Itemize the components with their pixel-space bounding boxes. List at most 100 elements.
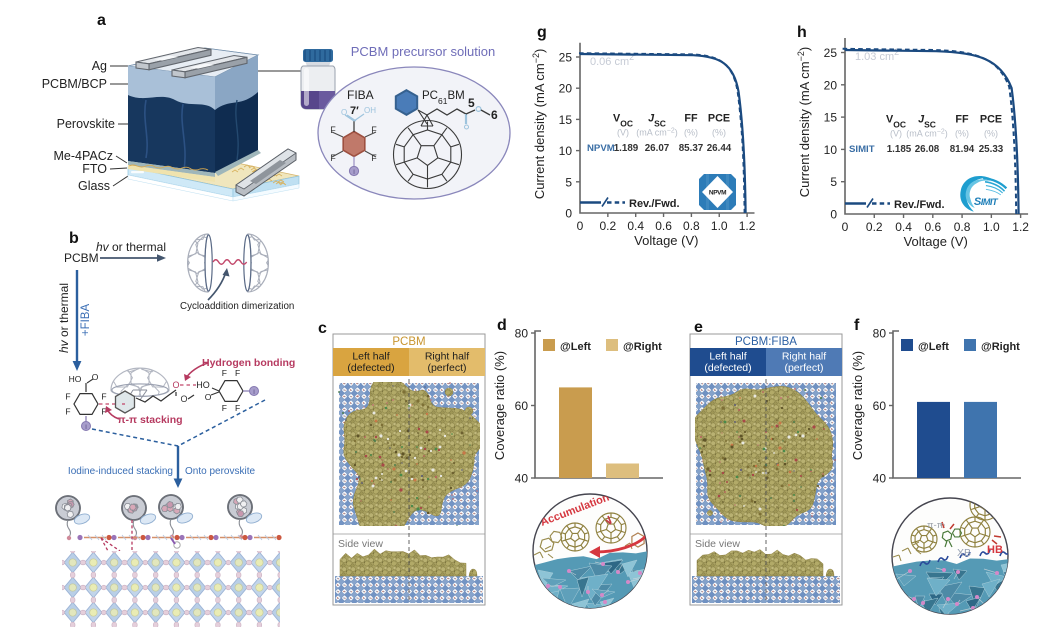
svg-text:0.6: 0.6 bbox=[655, 219, 672, 233]
svg-text:Cycloaddition dimerization: Cycloaddition dimerization bbox=[180, 301, 294, 312]
svg-text:25: 25 bbox=[559, 51, 573, 65]
svg-text:60: 60 bbox=[873, 399, 887, 413]
svg-text:0: 0 bbox=[842, 220, 849, 234]
svg-text:F: F bbox=[235, 368, 240, 378]
svg-text:Side view: Side view bbox=[338, 538, 383, 550]
svg-text:hv or thermal: hv or thermal bbox=[57, 283, 71, 353]
svg-text:26.07: 26.07 bbox=[645, 143, 670, 154]
svg-text:Me-4PACz: Me-4PACz bbox=[53, 149, 113, 163]
svg-text:O: O bbox=[180, 394, 187, 404]
svg-text:(V): (V) bbox=[890, 129, 902, 139]
svg-text:HO: HO bbox=[196, 380, 210, 390]
svg-text:F: F bbox=[371, 125, 377, 135]
svg-text:20: 20 bbox=[824, 78, 838, 92]
svg-text:5: 5 bbox=[565, 175, 572, 189]
svg-text:0.4: 0.4 bbox=[627, 219, 644, 233]
svg-text:XB: XB bbox=[957, 547, 971, 559]
svg-text:Voltage (V): Voltage (V) bbox=[634, 233, 698, 248]
svg-text:Side view: Side view bbox=[695, 538, 740, 550]
svg-text:PCBM: PCBM bbox=[392, 336, 425, 348]
svg-text:SIMIT: SIMIT bbox=[849, 144, 875, 155]
svg-text:@Left: @Left bbox=[918, 341, 949, 353]
svg-text:5: 5 bbox=[468, 96, 475, 110]
svg-text:O: O bbox=[172, 380, 179, 390]
svg-text:F: F bbox=[222, 368, 227, 378]
svg-text:PCE: PCE bbox=[980, 114, 1002, 126]
svg-text:(%): (%) bbox=[684, 128, 698, 138]
svg-text:SIMIT: SIMIT bbox=[974, 196, 999, 208]
svg-text:Current density (mA cm−2): Current density (mA cm−2) bbox=[796, 47, 812, 197]
svg-text:O: O bbox=[92, 372, 99, 382]
svg-text:0: 0 bbox=[565, 207, 572, 221]
svg-text:I: I bbox=[353, 169, 355, 176]
svg-text:(%): (%) bbox=[712, 128, 726, 138]
svg-text:HO: HO bbox=[69, 374, 82, 384]
svg-text:Coverage ratio (%): Coverage ratio (%) bbox=[850, 351, 865, 460]
svg-text:85.37: 85.37 bbox=[679, 143, 704, 154]
svg-text:80: 80 bbox=[515, 327, 529, 341]
svg-text:Glass: Glass bbox=[78, 179, 110, 193]
svg-text:1.0: 1.0 bbox=[711, 219, 728, 233]
svg-text:π-π: π-π bbox=[927, 520, 944, 531]
svg-text:F: F bbox=[371, 153, 377, 163]
svg-text:Left half: Left half bbox=[352, 351, 389, 363]
svg-text:JSC: JSC bbox=[648, 113, 666, 129]
svg-text:5: 5 bbox=[830, 175, 837, 189]
svg-text:0: 0 bbox=[830, 208, 837, 222]
svg-text:JSC: JSC bbox=[918, 114, 936, 130]
svg-text:0.6: 0.6 bbox=[924, 220, 941, 234]
svg-text:HB: HB bbox=[987, 544, 1003, 556]
svg-text:I: I bbox=[253, 389, 255, 396]
svg-text:F: F bbox=[65, 406, 70, 416]
svg-text:@Right: @Right bbox=[623, 341, 662, 353]
svg-text:NPVM: NPVM bbox=[587, 143, 615, 154]
svg-text:@Right: @Right bbox=[981, 341, 1020, 353]
svg-text:0.4: 0.4 bbox=[895, 220, 912, 234]
svg-text:FTO: FTO bbox=[82, 162, 107, 176]
svg-text:NPVM: NPVM bbox=[709, 190, 726, 197]
svg-text:+FIBA: +FIBA bbox=[80, 304, 92, 337]
svg-text:80: 80 bbox=[873, 327, 887, 341]
svg-text:0.8: 0.8 bbox=[954, 220, 971, 234]
svg-text:Voltage (V): Voltage (V) bbox=[904, 234, 968, 249]
svg-text:@Left: @Left bbox=[560, 341, 591, 353]
svg-text:Right half: Right half bbox=[782, 351, 826, 363]
svg-text:I: I bbox=[85, 424, 87, 431]
svg-text:26.08: 26.08 bbox=[915, 144, 940, 155]
svg-text:O: O bbox=[205, 392, 212, 402]
svg-text:hv or thermal: hv or thermal bbox=[96, 240, 166, 254]
svg-text:40: 40 bbox=[873, 472, 887, 486]
svg-text:OH: OH bbox=[364, 106, 376, 115]
svg-text:20: 20 bbox=[559, 82, 573, 96]
svg-text:Hydrogen bonding: Hydrogen bonding bbox=[202, 357, 295, 369]
svg-text:0.2: 0.2 bbox=[866, 220, 883, 234]
svg-text:1.2: 1.2 bbox=[1012, 220, 1029, 234]
svg-text:e: e bbox=[694, 319, 703, 336]
svg-text:60: 60 bbox=[515, 399, 529, 413]
svg-text:Current density (mA cm−2): Current density (mA cm−2) bbox=[531, 49, 547, 199]
svg-text:15: 15 bbox=[824, 111, 838, 125]
svg-text:F: F bbox=[330, 153, 336, 163]
svg-text:O: O bbox=[341, 108, 347, 117]
svg-text:PCBM: PCBM bbox=[64, 251, 99, 265]
svg-text:F: F bbox=[330, 125, 336, 135]
svg-text:Ag: Ag bbox=[92, 59, 107, 73]
svg-text:(perfect): (perfect) bbox=[784, 362, 823, 374]
svg-text:25.33: 25.33 bbox=[979, 144, 1004, 155]
svg-text:10: 10 bbox=[559, 144, 573, 158]
svg-text:Perovskite: Perovskite bbox=[57, 117, 115, 131]
svg-text:Onto perovskite: Onto perovskite bbox=[185, 466, 255, 477]
svg-text:FF: FF bbox=[684, 113, 698, 125]
svg-text:10: 10 bbox=[824, 143, 838, 157]
svg-text:1.185: 1.185 bbox=[887, 144, 912, 155]
svg-text:Right half: Right half bbox=[425, 351, 469, 363]
svg-text:g: g bbox=[537, 24, 547, 41]
svg-text:d: d bbox=[497, 317, 507, 334]
svg-text:0.8: 0.8 bbox=[683, 219, 700, 233]
svg-text:0.06 cm2: 0.06 cm2 bbox=[590, 52, 634, 68]
svg-text:1.2: 1.2 bbox=[739, 219, 756, 233]
svg-text:15: 15 bbox=[559, 113, 573, 127]
svg-text:VOC: VOC bbox=[613, 113, 633, 129]
svg-text:π-π stacking: π-π stacking bbox=[117, 414, 182, 426]
svg-text:6: 6 bbox=[491, 108, 498, 122]
